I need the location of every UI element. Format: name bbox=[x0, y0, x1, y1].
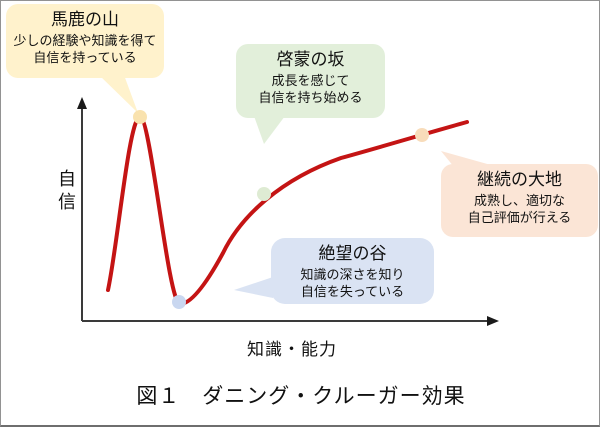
figure-caption: 図１ ダニング・クルーガー効果 bbox=[136, 385, 466, 408]
callout-tail-mount-stupid bbox=[99, 75, 138, 113]
callout-valley-of-despair-title: 絶望の谷 bbox=[318, 244, 387, 263]
y-axis-arrowhead-icon bbox=[77, 97, 87, 109]
callout-valley-of-despair-line1: 知識の深さを知り bbox=[300, 267, 405, 282]
callout-mount-stupid-line2: 自信を持っている bbox=[33, 50, 137, 65]
callout-mount-stupid-title: 馬鹿の山 bbox=[51, 10, 119, 29]
callout-valley-of-despair-line2: 自信を失っている bbox=[300, 284, 405, 299]
callout-tail-slope-of-enlightenment bbox=[254, 116, 285, 144]
callout-plateau-of-sustainability-line2: 自己評価が行える bbox=[467, 210, 572, 225]
callout-mount-stupid-line1: 少しの経験や知識を得て bbox=[13, 33, 157, 48]
callout-plateau-of-sustainability: 継続の大地 成熟し、適切な 自己評価が行える bbox=[441, 164, 598, 237]
callout-tail-plateau-of-sustainability bbox=[441, 151, 498, 167]
callout-slope-of-enlightenment-title: 啓蒙の坂 bbox=[276, 50, 345, 69]
callout-plateau-of-sustainability-line1: 成熟し、適切な bbox=[473, 193, 565, 208]
marker-valley-of-despair bbox=[172, 295, 186, 309]
callout-mount-stupid: 馬鹿の山 少しの経験や知識を得て 自信を持っている bbox=[6, 4, 164, 78]
y-axis-label: 自信 bbox=[56, 169, 76, 215]
x-axis-label: 知識・能力 bbox=[247, 340, 337, 359]
callout-slope-of-enlightenment: 啓蒙の坂 成長を感じて 自信を持ち始める bbox=[236, 44, 385, 118]
callout-slope-of-enlightenment-line2: 自信を持ち始める bbox=[258, 90, 363, 105]
marker-slope-of-enlightenment bbox=[257, 187, 271, 201]
x-axis-arrowhead-icon bbox=[487, 316, 499, 326]
callout-valley-of-despair: 絶望の谷 知識の深さを知り 自信を失っている bbox=[271, 238, 434, 304]
marker-peak-of-mount-stupid bbox=[133, 110, 147, 124]
callout-plateau-of-sustainability-title: 継続の大地 bbox=[477, 170, 562, 189]
callout-tail-valley-of-despair bbox=[234, 277, 273, 298]
callout-slope-of-enlightenment-line1: 成長を感じて bbox=[271, 73, 350, 88]
marker-plateau-of-sustainability bbox=[415, 128, 429, 142]
dunning-kruger-curve bbox=[106, 114, 469, 307]
